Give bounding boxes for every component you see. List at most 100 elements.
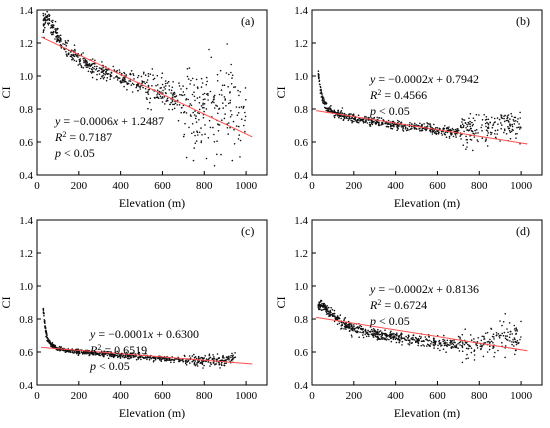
data-point (386, 123, 389, 125)
data-point (509, 330, 512, 333)
data-point (62, 43, 64, 45)
data-point (428, 336, 431, 338)
data-point (226, 127, 229, 129)
data-point (220, 153, 222, 156)
data-point (414, 341, 417, 344)
y-ticks: 0.4 0.6 0.8 1.0 1.2 1.4 (294, 5, 316, 182)
data-point (114, 355, 116, 357)
data-point (94, 59, 96, 62)
data-point (400, 337, 403, 339)
r-squared: R2 = 0.7187 (54, 130, 112, 144)
data-point (454, 341, 456, 344)
data-point (84, 61, 87, 63)
data-point (209, 362, 212, 364)
data-point (328, 108, 330, 111)
p-label: p (369, 104, 376, 118)
data-point (343, 328, 345, 330)
data-point (212, 354, 214, 356)
data-point (233, 143, 236, 145)
data-point (154, 358, 157, 361)
data-point (229, 99, 232, 102)
data-point (77, 352, 79, 354)
x-tick-label: 0 (34, 390, 40, 402)
data-point (231, 77, 233, 79)
data-point (513, 337, 516, 339)
data-point (325, 103, 328, 105)
data-point (516, 339, 519, 342)
data-point (84, 353, 86, 355)
data-point (231, 352, 233, 355)
r2-value: = 0.6724 (381, 298, 427, 312)
data-point (130, 73, 132, 76)
data-point (457, 335, 460, 338)
data-point (405, 335, 407, 338)
panel-label: (b) (516, 14, 530, 28)
data-point (218, 108, 220, 110)
data-point (469, 120, 471, 123)
data-point (448, 135, 451, 138)
eq-x: x (112, 114, 119, 128)
data-point (405, 339, 408, 342)
data-point (322, 308, 325, 311)
data-point (200, 127, 202, 129)
data-point (46, 15, 48, 18)
data-point (150, 108, 152, 111)
data-point (161, 101, 164, 103)
data-point (148, 101, 151, 104)
x-tick-label: 400 (387, 390, 404, 402)
data-point (80, 53, 83, 56)
data-point (102, 70, 105, 73)
data-point (198, 119, 200, 121)
data-point (408, 125, 411, 128)
y-axis-label: CI (274, 296, 288, 308)
data-point (442, 338, 444, 341)
data-point (514, 338, 516, 341)
data-point (238, 94, 240, 97)
data-point (356, 326, 359, 329)
data-point (172, 103, 174, 106)
data-point (183, 94, 186, 96)
data-point (52, 19, 54, 22)
y-tick-label: 1.2 (294, 38, 308, 50)
data-point (221, 94, 223, 96)
data-point (394, 123, 397, 126)
data-point (340, 117, 343, 120)
data-point (172, 96, 174, 98)
data-point (448, 129, 451, 131)
data-point (417, 339, 419, 342)
data-point (396, 332, 398, 335)
data-point (323, 102, 326, 104)
data-point (333, 309, 336, 312)
data-point (44, 26, 46, 29)
data-point (91, 70, 94, 73)
data-point (165, 359, 167, 361)
data-point (383, 337, 386, 340)
regression-equation: y = −0.0006x + 1.2487 (54, 114, 164, 128)
data-point (391, 127, 394, 130)
x-tick-label: 200 (71, 180, 88, 192)
data-point (437, 347, 439, 350)
x-tick-label: 1000 (235, 180, 258, 192)
data-point (424, 336, 427, 338)
data-point (413, 126, 415, 128)
data-point (519, 111, 521, 114)
data-point (514, 133, 517, 135)
data-point (324, 101, 327, 104)
data-point (378, 117, 381, 119)
data-point (176, 99, 179, 102)
data-point (207, 94, 209, 96)
data-point (430, 131, 432, 133)
data-point (511, 343, 513, 346)
data-point (471, 129, 473, 132)
data-point (173, 361, 175, 364)
data-point (491, 116, 493, 119)
data-point (365, 330, 367, 333)
data-point (422, 340, 425, 342)
data-point (101, 61, 103, 63)
data-point (373, 117, 375, 120)
data-point (152, 78, 155, 81)
data-point (472, 123, 475, 126)
x-tick-label: 400 (112, 390, 129, 402)
data-point (194, 142, 197, 144)
x-axis-label: Elevation (m) (119, 196, 185, 210)
